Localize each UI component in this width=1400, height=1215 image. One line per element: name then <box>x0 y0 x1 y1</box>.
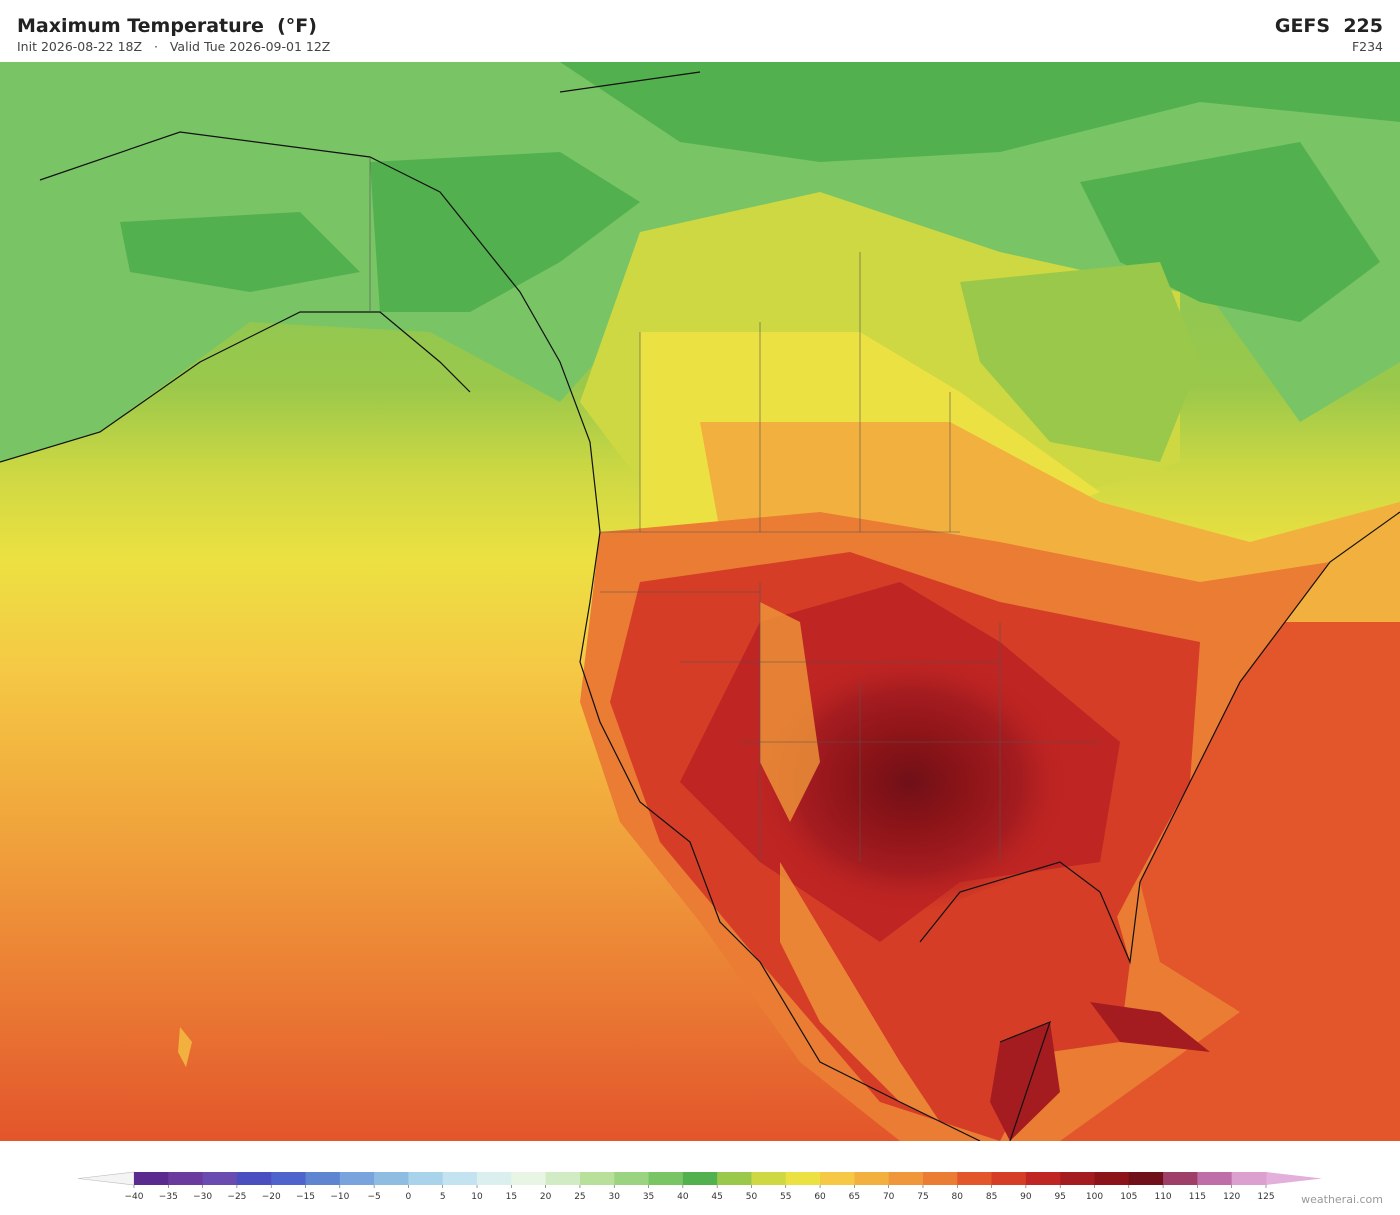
colorbar-bin <box>134 1172 169 1185</box>
heat-core <box>750 652 1070 912</box>
colorbar-bin <box>922 1172 958 1185</box>
colorbar-tick-label: 95 <box>1054 1192 1065 1202</box>
title: Maximum Temperature (°F) <box>17 15 317 37</box>
colorbar-bin <box>991 1172 1027 1185</box>
coastline <box>0 71 1400 1141</box>
colorbar-bin <box>682 1172 718 1185</box>
colorbar: −40 −35 −30 −25 −20 −15 −10 −5 0 5 10 15 20 25 30 35 40 4… <box>77 1171 1322 1202</box>
colorbar-bin <box>1231 1172 1267 1185</box>
colorbar-bin <box>545 1172 581 1185</box>
colorbar-bin <box>1060 1172 1095 1185</box>
colorbar-tick-label: 90 <box>1020 1192 1032 1202</box>
colorbar-tick-label: 25 <box>574 1192 585 1202</box>
colorbar-tick-label: −30 <box>193 1192 212 1202</box>
colorbar-bin <box>305 1172 341 1185</box>
colorbar-tick-label: −15 <box>296 1192 315 1202</box>
arctic-islands <box>560 62 1400 162</box>
colorbar-bin <box>511 1172 547 1185</box>
colorbar-bin <box>168 1172 204 1185</box>
colorbar-bin <box>614 1172 650 1185</box>
colorbar-tick-label: 35 <box>643 1192 654 1202</box>
colorbar-bin <box>648 1172 684 1185</box>
colorbar-tick-label: −25 <box>227 1192 246 1202</box>
high-terrain <box>760 602 940 1122</box>
colorbar-bin <box>888 1172 924 1185</box>
colorbar-bin <box>1163 1172 1198 1185</box>
colorbar-bin <box>1094 1172 1130 1185</box>
colorbar-tick-label: 0 <box>406 1192 412 1202</box>
colorbar-under <box>77 1171 135 1186</box>
colorbar-tick-label: 115 <box>1189 1192 1206 1202</box>
colorbar-tick-label: 65 <box>849 1192 860 1202</box>
colorbar-tick-label: 40 <box>677 1192 689 1202</box>
colorbar-tick-label: −10 <box>330 1192 349 1202</box>
colorbar-bin <box>1025 1172 1061 1185</box>
colorbar-tick-label: 75 <box>917 1192 928 1202</box>
colorbar-tick-label: 15 <box>506 1192 517 1202</box>
colorbar-bin <box>717 1172 752 1185</box>
colorbar-tick-label: 125 <box>1257 1192 1274 1202</box>
hudson-bay <box>960 262 1200 462</box>
colorbar-tick-label: 30 <box>609 1192 621 1202</box>
colorbar-tick-label: 50 <box>746 1192 758 1202</box>
colorbar-tick-label: −40 <box>125 1192 144 1202</box>
colorbar-tick-label: 105 <box>1120 1192 1137 1202</box>
colorbar-bin <box>408 1172 444 1185</box>
colorbar-bin <box>374 1172 409 1185</box>
colorbar-tick-label: 85 <box>986 1192 997 1202</box>
colorbar-tick-label: 20 <box>540 1192 552 1202</box>
forecast-hour: F234 <box>1351 39 1383 54</box>
colorbar-tick-label: 100 <box>1086 1192 1103 1202</box>
colorbar-tick-label: 70 <box>883 1192 895 1202</box>
colorbar-bin <box>751 1172 787 1185</box>
colorbar-tick-label: 110 <box>1154 1192 1171 1202</box>
colorbar-tick-label: 80 <box>952 1192 964 1202</box>
colorbar-bin <box>477 1172 512 1185</box>
borders <box>369 157 1100 862</box>
colorbar-bin <box>854 1172 890 1185</box>
watermark: weatherai.com <box>1301 1193 1383 1206</box>
colorbar-tick-label: 55 <box>780 1192 791 1202</box>
colorbar-over <box>1266 1172 1322 1185</box>
colorbar-bin <box>339 1172 375 1185</box>
colorbar-tick-label: 5 <box>440 1192 446 1202</box>
colorbar-tick-label: 10 <box>471 1192 483 1202</box>
model-run: GEFS 225 <box>1274 15 1383 37</box>
colorbar-tick-label: −5 <box>367 1192 380 1202</box>
colorbar-bin <box>271 1172 307 1185</box>
colorbar-bin <box>1128 1172 1164 1185</box>
hawaii <box>178 1027 192 1067</box>
map <box>0 62 1400 1141</box>
cold-terrain <box>120 142 1380 322</box>
subtitle: Init 2026-08-22 18Z · Valid Tue 2026-09-… <box>17 39 331 54</box>
colorbar-tick-label: 120 <box>1223 1192 1240 1202</box>
colorbar-bin <box>442 1172 478 1185</box>
colorbar-bin <box>202 1172 238 1185</box>
colorbar-bin <box>236 1172 272 1185</box>
colorbar-bin <box>820 1172 855 1185</box>
colorbar-tick-label: −20 <box>262 1192 281 1202</box>
colorbar-bin <box>785 1172 821 1185</box>
colorbar-tick-label: 45 <box>711 1192 722 1202</box>
colorbar-tick-label: 60 <box>814 1192 826 1202</box>
gulf-of-mexico <box>920 877 1130 1062</box>
colorbar-bin <box>1197 1172 1233 1185</box>
colorbar-tick-label: −35 <box>159 1192 178 1202</box>
colorbar-bin <box>957 1172 993 1185</box>
colorbar-bin <box>579 1172 615 1185</box>
